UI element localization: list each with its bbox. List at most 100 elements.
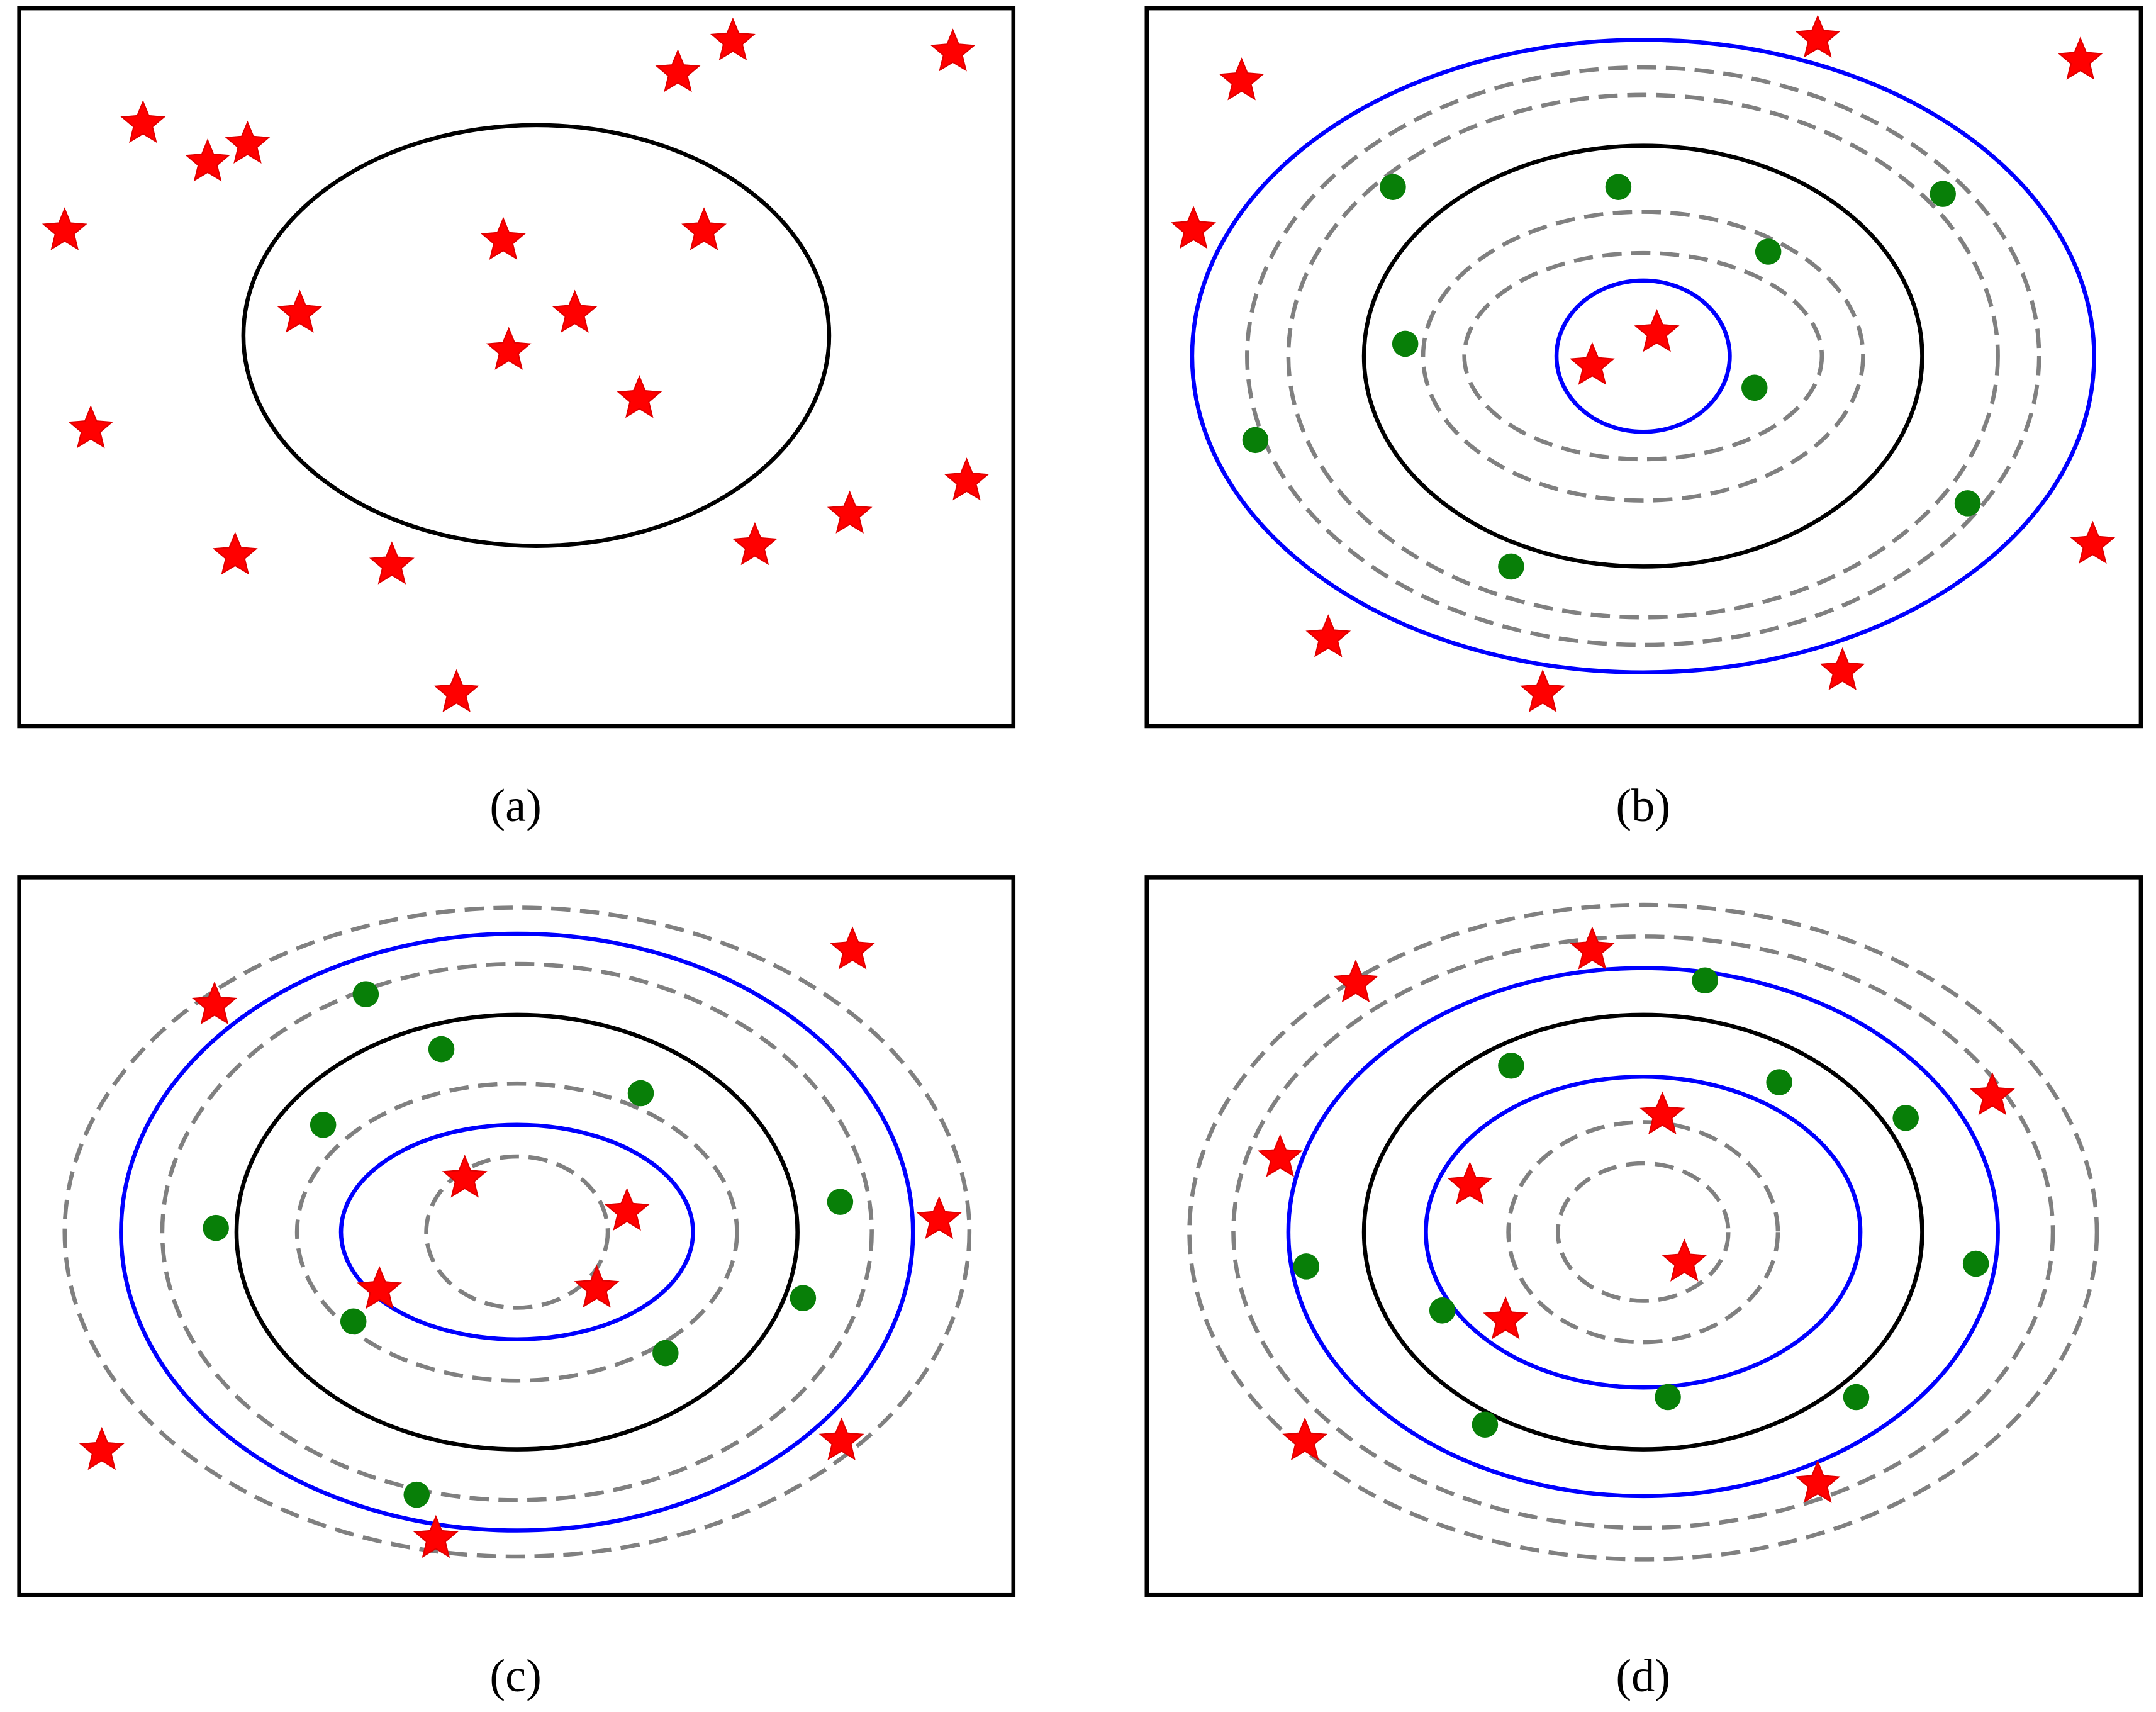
green-dot	[1892, 1105, 1919, 1131]
panel-frame	[1144, 6, 2143, 729]
red-star	[604, 1187, 650, 1231]
red-star	[2057, 36, 2103, 80]
green-dot	[203, 1214, 229, 1241]
red-star	[212, 532, 258, 575]
red-star	[1639, 1091, 1685, 1134]
contour	[1554, 278, 1732, 434]
green-dot	[1498, 1053, 1524, 1079]
red-star	[277, 289, 323, 333]
green-dot	[790, 1285, 817, 1311]
red-star	[1483, 1296, 1529, 1340]
contour	[1190, 38, 2096, 675]
contour	[1286, 92, 2000, 620]
contour	[1421, 210, 1865, 503]
contour	[160, 961, 874, 1502]
red-star	[192, 981, 237, 1025]
contour	[1361, 143, 1924, 569]
red-star	[480, 216, 526, 260]
red-star	[1634, 309, 1680, 352]
red-star	[185, 138, 230, 182]
red-star	[1795, 1460, 1841, 1503]
red-star	[1333, 959, 1378, 1003]
red-star	[433, 669, 479, 713]
panel-label: (a)	[489, 780, 541, 832]
green-dot	[1930, 181, 1956, 207]
contour	[1231, 934, 2055, 1530]
panel-frame	[17, 875, 1016, 1597]
red-star	[1171, 206, 1217, 249]
red-star	[1257, 1134, 1303, 1177]
green-dot	[403, 1481, 430, 1508]
red-star	[79, 1426, 125, 1470]
green-dot	[1293, 1253, 1320, 1280]
red-star	[68, 405, 114, 449]
red-star	[710, 17, 756, 61]
green-dot	[340, 1308, 367, 1335]
red-star	[486, 327, 532, 370]
red-star	[42, 207, 87, 250]
green-dot	[1380, 174, 1406, 200]
red-star	[1569, 926, 1615, 970]
red-star	[1520, 669, 1566, 713]
red-star	[442, 1155, 488, 1198]
contour	[1187, 902, 2099, 1562]
red-star	[827, 490, 873, 534]
contour	[1424, 1075, 1863, 1390]
red-star	[732, 522, 778, 566]
panel-label: (b)	[1616, 780, 1670, 832]
contour	[62, 905, 972, 1559]
contour	[1245, 65, 2041, 647]
contour	[1462, 250, 1824, 462]
contour	[1506, 1120, 1780, 1345]
contour	[424, 1154, 610, 1310]
red-star	[944, 457, 990, 501]
green-dot	[1605, 174, 1632, 200]
green-dot	[1843, 1384, 1870, 1411]
red-star	[1969, 1072, 2015, 1116]
red-star	[655, 48, 701, 92]
green-dot	[1766, 1069, 1792, 1095]
red-star	[1662, 1238, 1707, 1282]
red-star	[369, 541, 415, 585]
green-dot	[1755, 238, 1782, 265]
green-dot	[1498, 553, 1524, 580]
green-dot	[1429, 1297, 1456, 1324]
green-dot	[652, 1340, 679, 1367]
green-dot	[1242, 427, 1269, 454]
red-star	[574, 1265, 620, 1308]
red-star	[1282, 1417, 1328, 1460]
green-dot	[310, 1112, 337, 1138]
green-dot	[352, 981, 379, 1007]
red-star	[1305, 614, 1351, 657]
contour	[1286, 966, 2000, 1499]
green-dot	[1655, 1384, 1681, 1411]
red-star	[357, 1266, 403, 1309]
red-star	[2070, 520, 2116, 564]
red-star	[225, 120, 271, 164]
red-star	[552, 289, 598, 333]
red-star	[681, 207, 727, 250]
panel-label: (c)	[489, 1650, 541, 1702]
red-star	[617, 374, 662, 418]
green-dot	[1472, 1411, 1499, 1438]
green-dot	[1392, 330, 1419, 357]
green-dot	[627, 1080, 654, 1107]
red-star	[413, 1514, 459, 1558]
contour	[338, 1122, 695, 1341]
contour	[1555, 1161, 1731, 1303]
panel-label: (d)	[1616, 1650, 1670, 1702]
contour	[119, 931, 915, 1533]
red-star	[120, 99, 166, 143]
green-dot	[1962, 1250, 1989, 1277]
green-dot	[1954, 490, 1981, 517]
contour	[294, 1081, 739, 1383]
contour	[234, 1012, 800, 1452]
contour	[241, 123, 832, 548]
red-star	[830, 926, 876, 970]
panel-frame	[1144, 875, 2143, 1597]
green-dot	[1741, 374, 1768, 401]
green-dot	[1692, 967, 1718, 994]
red-star	[1569, 342, 1615, 385]
red-star	[1219, 57, 1265, 101]
